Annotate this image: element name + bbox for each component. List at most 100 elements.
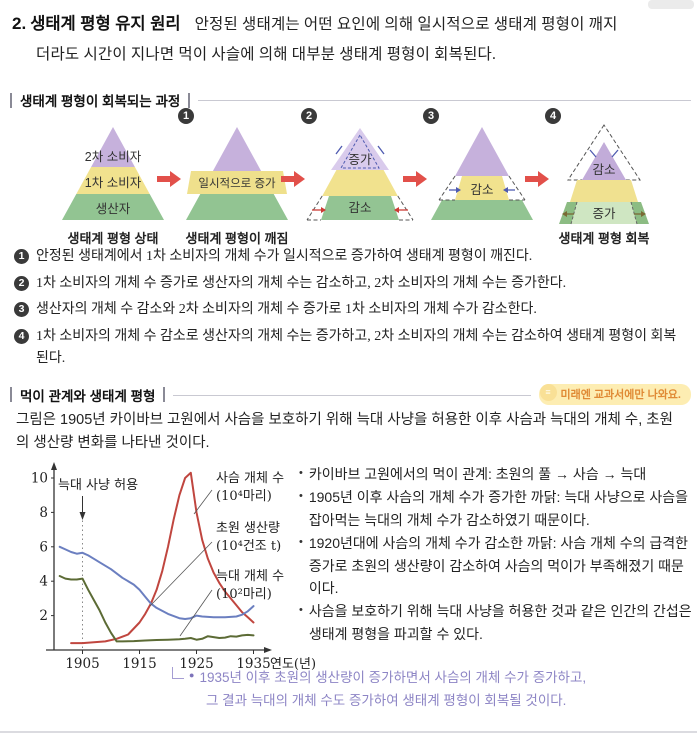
previous-size-dashed: [508, 175, 526, 201]
pyramid1-figure: 2차 소비자 1차 소비자 생산자: [62, 127, 164, 220]
tier-primary-consumer: [322, 170, 398, 196]
step-item: 4 1차 소비자의 개체 수 감소로 생산자의 개체 수는 증가하고, 2차 소…: [14, 326, 687, 369]
tier-producer: [186, 194, 288, 220]
header-tick: [163, 387, 166, 402]
bullet-text: 1920년대에 사슴의 개체 수가 감소한 까닭: 사슴 개체 수의 급격한 증…: [308, 535, 689, 596]
arrow-right-icon: [281, 171, 305, 187]
expand-arrow: [335, 145, 343, 155]
expand-arrow: [377, 145, 385, 155]
header-rule: [173, 394, 531, 396]
tier-primary-consumer-expanded: [187, 171, 287, 194]
x-tick-label: 1915: [122, 656, 156, 672]
heading-number: 2.: [12, 14, 27, 33]
series-0: [70, 471, 255, 645]
y-axis-arrow: [51, 462, 57, 470]
note-bullet-icon: ●: [189, 670, 195, 680]
y-tick-label: 4: [39, 574, 48, 590]
shrink-arrowhead: [456, 187, 461, 193]
y-tick-label: 6: [39, 539, 48, 555]
note-line2: 그 결과 늑대의 개체 수도 증가하여 생태계 평형이 회복될 것이다.: [206, 693, 567, 708]
arrow-right-icon: [525, 171, 549, 187]
step3-text: 생산자의 개체 수 감소와 2차 소비자의 개체 수 증가로 1차 소비자의 개…: [36, 302, 537, 318]
section2-intro: 그림은 1905년 카이바브 고원에서 사슴을 보호하기 위해 늑대 사냥을 허…: [16, 412, 673, 452]
pyramid5-figure: 감소 증가: [559, 124, 649, 225]
bullet-item: • 사슴을 보호하기 위해 늑대 사냥을 허용한 것과 같은 인간의 간섭은 생…: [299, 600, 692, 645]
previous-size-dashed: [306, 195, 323, 221]
page-title: 생태계 평형 유지 원리: [30, 15, 181, 33]
step2-text: 1차 소비자의 개체 수 증가로 생산자의 개체 수는 감소하고, 2차 소비자…: [36, 275, 567, 291]
wolf-legend-line2: (10²마리): [216, 587, 272, 602]
section2-header: 먹이 관계와 생태계 평형 ≡ 미래엔 교과서에만 나와요.: [10, 384, 691, 405]
step1-marker: 1: [14, 249, 29, 264]
bullet-item: • 1905년 이후 사슴의 개체 수가 증가한 까닭: 늑대 사냥으로 사슴을…: [299, 486, 692, 531]
tier-secondary-consumer: [212, 127, 262, 171]
page-corner-artifact: [648, 0, 694, 9]
explanation-bullets: • 카이바브 고원에서의 먹이 관계: 초원의 풀 → 사슴 → 늑대 • 19…: [299, 463, 692, 646]
previous-size-dashed: [438, 175, 456, 201]
series-1: [58, 545, 255, 620]
previous-size-dashed: [397, 195, 414, 221]
step-item: 1 안정된 생태계에서 1차 소비자의 개체 수가 일시적으로 증가하여 생태계…: [14, 246, 687, 268]
shrink-arrowhead: [503, 187, 508, 193]
x-tick-label: 1905: [65, 656, 99, 672]
tier-label: 일시적으로 증가: [198, 176, 276, 190]
legend-pointer: [179, 589, 213, 637]
y-tick-label: 2: [39, 608, 48, 624]
deer-legend-line2: (10⁴마리): [216, 489, 272, 504]
wolf-hunting-annotation: 늑대 사냥 허용: [58, 478, 138, 493]
tier-label: 감소: [592, 163, 615, 177]
annotation-arrowhead: [79, 512, 86, 520]
shrink-arrow: [611, 149, 619, 158]
shrink-arrow: [589, 149, 597, 158]
tier-secondary-consumer-shrunk: [582, 142, 626, 180]
pyramid3-figure: 증가 감소: [306, 128, 414, 221]
header-tick: [10, 387, 12, 402]
page-heading: 2. 생태계 평형 유지 원리 안정된 생태계는 어떤 요인에 의해 일시적으로 생…: [12, 10, 693, 34]
pyramid-broken: 1 일시적으로 증가 생태계 평형이 깨짐: [174, 108, 300, 247]
x-axis-label: 연도(년): [270, 657, 316, 672]
previous-size-dashed: [630, 201, 638, 225]
tier-label: 1차 소비자: [85, 176, 142, 190]
tier-producer: [62, 194, 164, 220]
arrow-right-icon: [157, 171, 181, 187]
previous-size-dashed: [570, 201, 578, 225]
pyramid-equilibrium: 2차 소비자 1차 소비자 생산자 생태계 평형 상태: [50, 108, 176, 247]
tier-label: 생산자: [96, 202, 131, 216]
tier-primary-consumer: [76, 167, 150, 194]
step-item: 2 1차 소비자의 개체 수 증가로 생산자의 개체 수는 감소하고, 2차 소…: [14, 273, 687, 295]
tier-label: 감소: [348, 201, 371, 215]
series-2: [58, 575, 255, 643]
section1-header: 생태계 평형이 회복되는 과정: [10, 90, 691, 110]
expand-arrowhead: [562, 211, 567, 217]
wolf-legend-line1: 늑대 개체 수: [216, 569, 284, 584]
legend-pointer: [149, 541, 213, 607]
step4-marker: 4: [14, 329, 29, 345]
publisher-badge: ≡ 미래엔 교과서에만 나와요.: [538, 384, 691, 405]
x-tick-label: 1925: [179, 656, 213, 672]
tier-primary-consumer-shrunk: [455, 176, 509, 200]
tier-label: 감소: [470, 183, 493, 197]
previous-size-dashed: [340, 133, 380, 169]
bullet-dot: •: [299, 604, 303, 617]
header-tick: [10, 92, 12, 108]
step3-circle: 3: [423, 108, 439, 124]
x-tick-label: 1935: [236, 656, 270, 672]
legend-pointer: [193, 489, 213, 515]
shrink-arrowhead: [321, 207, 326, 213]
page-divider: [0, 731, 697, 733]
note-line1-row: ● 1935년 이후 초원의 생산량이 증가하면서 사슴의 개체 수가 증가하고…: [172, 666, 586, 686]
step-list: 1 안정된 생태계에서 1차 소비자의 개체 수가 일시적으로 증가하여 생태계…: [14, 246, 687, 374]
grass-legend-line1: 초원 생산량: [216, 521, 280, 536]
step4-text: 1차 소비자의 개체 수 감소로 생산자의 개체 수는 증가하고, 2차 소비자…: [36, 329, 677, 366]
chart-plot-area: 2 4 6 8 10 1905 1915 1925 1935: [31, 471, 271, 673]
header-rule: [198, 100, 691, 101]
pyramid-recovered: 4 감소 증가 생태계 평형 회복: [541, 108, 667, 247]
section1-title: 생태계 평형이 회복되는 과정: [20, 94, 181, 109]
tier-producer-shrunk: [321, 196, 399, 220]
step2-marker: 2: [14, 275, 29, 291]
prediction-note: ● 1935년 이후 초원의 생산량이 증가하면서 사슴의 개체 수가 증가하고…: [172, 666, 586, 709]
pyramid-diagram: 2차 소비자 1차 소비자 생산자 생태계 평형 상태 1 일시적으로 증가 생…: [0, 108, 697, 246]
tier-secondary-consumer: [455, 127, 509, 176]
